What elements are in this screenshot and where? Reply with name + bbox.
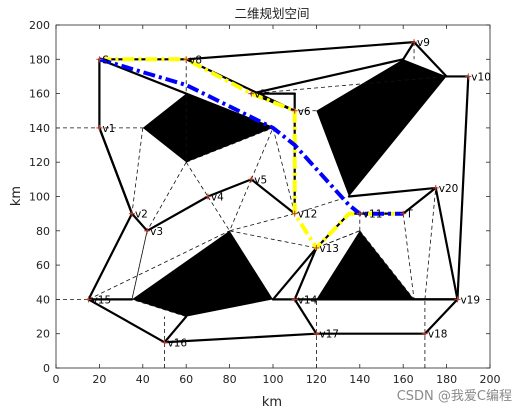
node-label-v14: v14 xyxy=(298,294,318,306)
y-tick-label-160: 160 xyxy=(29,88,50,101)
edge-31 xyxy=(293,246,318,301)
node-label-v16: v16 xyxy=(168,337,188,349)
x-tick-label-60: 60 xyxy=(179,373,193,386)
dashed-edge-15 xyxy=(359,230,415,300)
node-label-v15: v15 xyxy=(92,294,112,306)
edge-3 xyxy=(412,41,448,78)
edge-8 xyxy=(293,298,318,335)
obstacle-2 xyxy=(316,59,447,197)
y-tick-label-60: 60 xyxy=(36,259,50,272)
edge-30 xyxy=(271,246,318,301)
edge-5 xyxy=(456,75,470,301)
y-tick-label-20: 20 xyxy=(36,328,50,341)
dashed-edge-27 xyxy=(131,230,148,300)
x-axis-label: km xyxy=(262,395,282,410)
y-tick-label-80: 80 xyxy=(36,225,50,238)
node-label-S: S xyxy=(102,54,109,66)
edge-16 xyxy=(146,195,209,232)
node-label-v1: v1 xyxy=(102,123,115,135)
dashed-edge-13 xyxy=(229,230,317,249)
edge-11 xyxy=(87,212,134,301)
edge-18 xyxy=(250,178,296,215)
chart-title: 二维规划空间 xyxy=(234,6,309,21)
x-tick-label-100: 100 xyxy=(263,373,284,386)
y-tick-label-140: 140 xyxy=(29,122,50,135)
edge-36 xyxy=(163,315,188,344)
node-label-v8: v8 xyxy=(189,54,202,66)
x-tick-label-200: 200 xyxy=(480,373,501,386)
y-tick-label-40: 40 xyxy=(36,293,50,306)
node-label-v6: v6 xyxy=(298,106,311,118)
node-label-v17: v17 xyxy=(319,329,339,341)
edge-15 xyxy=(130,212,149,232)
x-tick-label-120: 120 xyxy=(306,373,327,386)
node-label-v11: v11 xyxy=(363,209,383,221)
edge-23 xyxy=(98,58,275,130)
x-tick-label-140: 140 xyxy=(349,373,370,386)
dashed-edge-6 xyxy=(186,127,274,163)
edge-10 xyxy=(87,298,166,344)
dashed-edge-30 xyxy=(316,230,360,249)
edge-29 xyxy=(347,186,437,198)
axis-ticks: 0 20 40 60 80 100 120 140 160 180 200 0 20 40 60 80 100 1… xyxy=(29,19,501,386)
node-label-v18: v18 xyxy=(428,329,448,341)
dashed-edge-3 xyxy=(251,76,447,94)
node-label-T: T xyxy=(405,209,413,221)
y-tick-label-180: 180 xyxy=(29,53,50,66)
dashed-edge-28 xyxy=(131,299,187,317)
edges xyxy=(87,41,470,344)
path-yellow-dash-dot xyxy=(99,57,404,250)
node-label-v4: v4 xyxy=(211,192,224,204)
x-tick-label-20: 20 xyxy=(92,373,106,386)
dashed-edge-18 xyxy=(88,230,230,300)
edge-21 xyxy=(250,58,405,95)
node-label-v19: v19 xyxy=(460,294,480,306)
dashed-edge-5 xyxy=(146,162,187,231)
dashed-edge-29 xyxy=(272,127,296,214)
edge-9 xyxy=(163,332,318,344)
y-axis-label: km xyxy=(9,186,24,206)
edge-6 xyxy=(423,298,459,335)
dashed-edge-4 xyxy=(131,127,144,214)
y-tick-label-0: 0 xyxy=(43,362,50,375)
dashed-edge-11 xyxy=(294,196,350,215)
obstacle-4 xyxy=(316,230,414,300)
edge-27 xyxy=(402,186,437,215)
obstacle-1 xyxy=(142,93,273,163)
x-tick-label-160: 160 xyxy=(393,373,414,386)
watermark: CSDN @我爱C编程 xyxy=(396,389,512,404)
x-tick-label-0: 0 xyxy=(53,373,60,386)
y-tick-label-100: 100 xyxy=(29,191,50,204)
obstacle-3 xyxy=(131,230,273,317)
y-tick-label-120: 120 xyxy=(29,156,50,169)
node-label-v10: v10 xyxy=(471,71,491,83)
node-label-v3: v3 xyxy=(150,226,163,238)
dashed-edge-12 xyxy=(229,213,295,232)
edge-28 xyxy=(434,186,459,301)
node-label-v12: v12 xyxy=(298,209,318,221)
node-label-v2: v2 xyxy=(135,209,148,221)
edge-2 xyxy=(185,41,416,61)
dashed-edge-32 xyxy=(402,213,415,300)
node-label-v9: v9 xyxy=(417,37,430,49)
dashed-edge-10 xyxy=(250,127,274,180)
edge-22 xyxy=(402,41,416,61)
node-label-v20: v20 xyxy=(439,183,459,195)
obstacles xyxy=(131,59,447,317)
x-tick-label-40: 40 xyxy=(136,373,150,386)
dashed-edge-9 xyxy=(229,179,252,231)
node-label-v7: v7 xyxy=(254,89,267,101)
node-label-v13: v13 xyxy=(319,243,339,255)
node-label-v5: v5 xyxy=(254,174,267,186)
x-tick-label-180: 180 xyxy=(436,373,457,386)
dashed-edge-26 xyxy=(424,187,437,300)
edge-14 xyxy=(98,126,134,215)
edge-17 xyxy=(206,178,253,198)
y-tick-label-200: 200 xyxy=(29,19,50,32)
x-tick-label-80: 80 xyxy=(223,373,237,386)
